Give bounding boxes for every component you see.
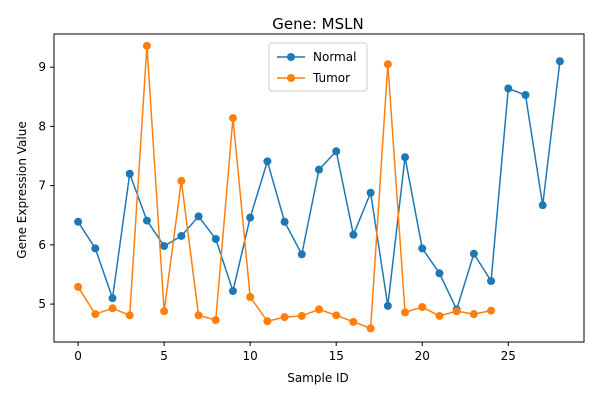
data-point-normal: [280, 217, 289, 226]
y-axis-ticks: 5 6 7 8 9: [38, 60, 54, 311]
data-point-normal: [125, 169, 134, 178]
legend-item-tumor: Tumor: [277, 71, 350, 85]
data-point-normal: [194, 212, 203, 221]
y-axis-label: Gene Expression Value: [15, 121, 29, 258]
legend-marker-normal: [287, 53, 295, 61]
data-point-tumor: [263, 317, 272, 326]
series-normal: [74, 57, 564, 314]
data-point-tumor: [211, 316, 220, 325]
data-point-normal: [504, 84, 513, 93]
data-point-normal: [74, 217, 83, 226]
data-point-normal: [315, 165, 323, 174]
data-point-tumor: [452, 307, 461, 316]
data-point-normal: [177, 231, 186, 240]
x-tick-label: 0: [74, 349, 82, 363]
data-point-normal: [435, 269, 444, 278]
data-point-tumor: [349, 317, 358, 326]
y-tick-label: 9: [38, 60, 46, 74]
legend: Normal Tumor: [268, 42, 368, 92]
data-point-tumor: [194, 311, 203, 320]
x-tick-label: 5: [160, 349, 168, 363]
y-tick-label: 5: [38, 297, 46, 311]
data-point-normal: [383, 301, 392, 310]
data-point-tumor: [469, 310, 478, 319]
x-axis-label: Sample ID: [287, 371, 349, 385]
chart-title: Gene: MSLN: [272, 15, 363, 33]
y-tick-label: 8: [38, 119, 46, 133]
plot-series: [74, 41, 564, 333]
data-point-tumor: [108, 304, 117, 313]
x-tick-label: 10: [243, 349, 258, 363]
data-point-tumor: [125, 311, 134, 320]
data-point-normal: [538, 201, 547, 210]
legend-label-tumor: Tumor: [312, 71, 350, 85]
x-tick-label: 25: [501, 349, 516, 363]
data-point-tumor: [315, 305, 323, 314]
data-point-normal: [263, 157, 272, 166]
y-tick-label: 6: [38, 238, 46, 252]
data-point-normal: [555, 57, 564, 66]
data-point-normal: [332, 147, 341, 156]
data-point-normal: [418, 244, 427, 253]
data-point-tumor: [74, 282, 83, 291]
data-point-tumor: [246, 292, 255, 301]
data-point-tumor: [383, 60, 392, 69]
data-point-normal: [108, 294, 117, 303]
legend-item-normal: Normal: [277, 50, 356, 64]
x-axis-ticks: 0 5 10 15 20 25: [74, 342, 516, 363]
data-point-normal: [228, 287, 237, 296]
data-point-normal: [366, 188, 375, 197]
data-point-tumor: [142, 41, 151, 50]
x-tick-label: 15: [329, 349, 344, 363]
data-point-tumor: [435, 311, 444, 320]
data-point-normal: [487, 276, 496, 285]
data-point-normal: [160, 242, 169, 251]
data-point-normal: [211, 234, 220, 243]
data-point-tumor: [366, 324, 375, 333]
data-point-tumor: [177, 176, 186, 185]
data-point-tumor: [228, 114, 237, 123]
data-point-normal: [349, 230, 358, 239]
data-point-normal: [521, 91, 530, 100]
data-point-normal: [469, 249, 478, 258]
data-point-tumor: [280, 313, 289, 322]
data-point-normal: [401, 153, 410, 162]
y-tick-label: 7: [38, 179, 46, 193]
data-point-normal: [91, 244, 100, 253]
data-point-tumor: [160, 307, 169, 316]
x-tick-label: 20: [415, 349, 430, 363]
data-point-tumor: [332, 311, 341, 320]
legend-marker-tumor: [287, 74, 295, 82]
legend-label-normal: Normal: [313, 50, 356, 64]
axes-frame: [53, 33, 585, 343]
data-point-tumor: [297, 311, 306, 320]
data-point-tumor: [401, 308, 410, 317]
data-point-normal: [297, 250, 306, 259]
data-point-tumor: [487, 306, 496, 315]
series-tumor: [74, 41, 496, 333]
data-point-normal: [142, 216, 151, 225]
data-point-normal: [246, 213, 255, 222]
data-point-tumor: [91, 310, 100, 319]
data-point-tumor: [418, 303, 427, 312]
